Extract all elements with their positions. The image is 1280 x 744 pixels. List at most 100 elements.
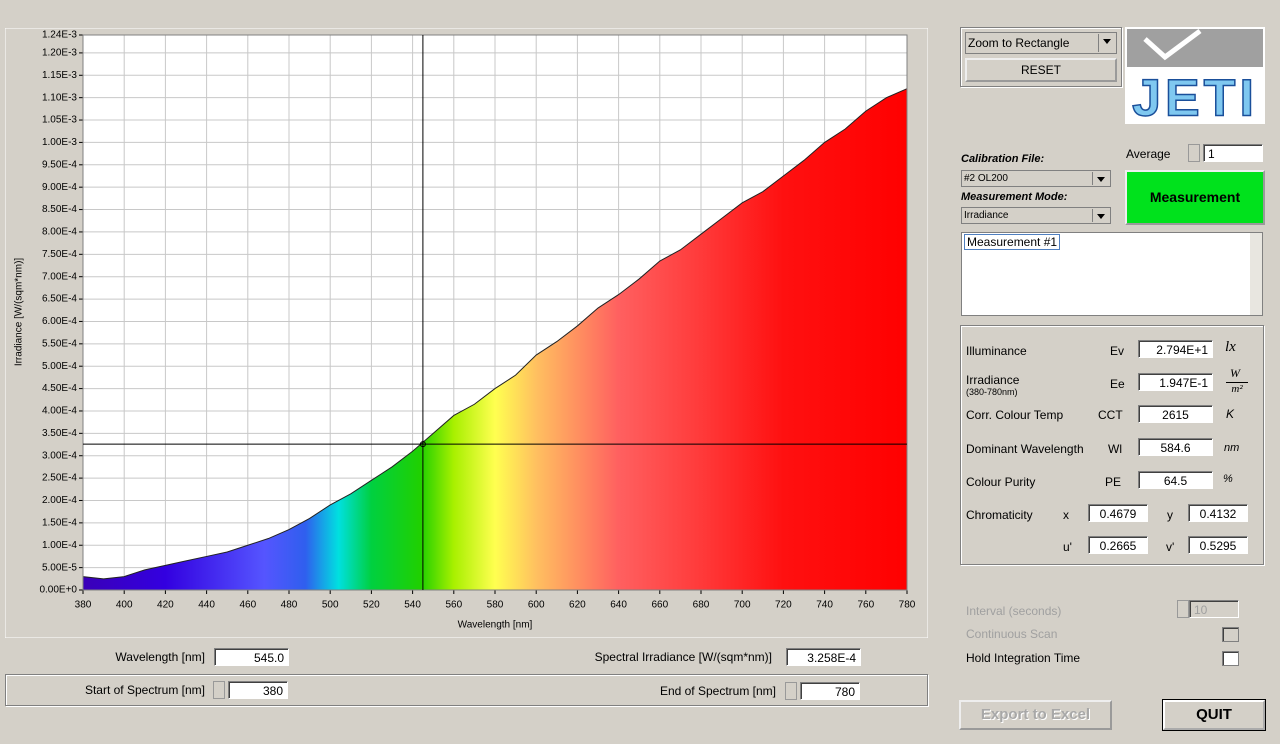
y-tick-label: 1.00E-4 [42,540,77,551]
y-tick-label: 1.20E-3 [42,48,77,59]
interval-label: Interval (seconds) [966,604,1062,618]
y-tick-label: 7.00E-4 [42,271,77,282]
calibration-dropdown[interactable]: #2 OL200 [961,170,1111,187]
x-tick-label: 740 [816,600,833,611]
y-tick-label: 1.10E-3 [42,92,77,103]
mode-label: Measurement Mode: [961,191,1068,203]
export-button[interactable]: Export to Excel [959,700,1112,730]
x-tick-label: 640 [610,600,627,611]
log-box[interactable]: Measurement #1 [961,232,1263,316]
result-sublabel: (380-780nm) [966,387,1018,397]
hold-checkbox[interactable] [1222,651,1239,666]
y-axis-label: Irradiance [W/(sqm*nm)] [14,258,25,367]
log-entry: Measurement #1 [964,234,1061,250]
logo-text: JETI [1132,70,1258,124]
y-tick-label: 2.00E-4 [42,495,77,506]
average-spinner[interactable] [1188,144,1200,162]
y-tick-label: 1.50E-4 [42,518,77,529]
y-tick-label: 0.00E+0 [39,585,77,596]
x-tick-label: 480 [281,600,298,611]
coord-field: 0.2665 [1088,536,1148,554]
result-label: Irradiance [966,373,1020,387]
x-tick-label: 580 [487,600,504,611]
irradiance-field[interactable]: 3.258E-4 [786,648,861,666]
result-unit: nm [1224,442,1240,454]
x-tick-label: 380 [75,600,92,611]
result-label: Corr. Colour Temp [966,408,1064,422]
coord-field: 0.4132 [1188,504,1248,522]
y-tick-label: 6.50E-4 [42,294,77,305]
coord-field: 0.5295 [1188,536,1248,554]
y-tick-label: 4.00E-4 [42,406,77,417]
result-label: Illuminance [966,344,1027,358]
y-tick-label: 9.50E-4 [42,159,77,170]
spectrum-area [83,88,907,590]
y-tick-label: 1.15E-3 [42,70,77,81]
y-tick-label: 3.00E-4 [42,450,77,461]
zoom-panel [960,27,1122,87]
result-symbol: Wl [1108,442,1122,456]
dropdown-arrow [1098,34,1115,52]
start-field[interactable]: 380 [228,681,288,699]
x-tick-label: 780 [899,600,916,611]
mode-dropdown[interactable]: Irradiance [961,207,1111,224]
x-tick-label: 680 [693,600,710,611]
plot-border [82,34,908,591]
result-symbol: Ee [1110,377,1125,391]
x-tick-label: 760 [857,600,874,611]
y-tick-label: 1.24E-3 [42,30,77,41]
result-label: Colour Purity [966,475,1036,489]
x-tick-label: 660 [651,600,668,611]
result-field: 584.6 [1138,438,1213,456]
reset-button[interactable]: RESET [965,58,1117,82]
result-unit: lx [1225,339,1236,355]
wavelength-field[interactable]: 545.0 [214,648,289,666]
x-tick-label: 720 [775,600,792,611]
logo: JETI [1125,27,1265,128]
interval-spinner [1177,600,1189,618]
y-tick-label: 3.50E-4 [42,428,77,439]
chart: Irradiance [W/(sqm*nm)] Wavelength [nm] … [5,28,928,638]
calibration-file: #2 OL200 [964,173,1008,184]
logo-graphic: JETI [1127,28,1263,128]
x-tick-label: 440 [198,600,215,611]
y-tick-label: 7.50E-4 [42,249,77,260]
zoom-dropdown[interactable]: Zoom to Rectangle [965,32,1117,54]
result-symbol: Ev [1110,344,1125,358]
results-panel [960,325,1264,565]
x-tick-label: 560 [445,600,462,611]
measurement-button[interactable]: Measurement [1125,170,1265,225]
y-tick-label: 8.00E-4 [42,227,77,238]
continuous-label: Continuous Scan [966,627,1058,641]
x-tick-label: 620 [569,600,586,611]
end-spinner[interactable] [785,682,797,700]
end-field[interactable]: 780 [800,682,860,700]
hold-label: Hold Integration Time [966,651,1081,665]
average-field[interactable]: 1 [1203,144,1263,162]
mode: Irradiance [964,210,1009,221]
irradiance-label: Spectral Irradiance [W/(sqm*nm)] [594,650,772,664]
y-tick-label: 8.50E-4 [42,204,77,215]
result-unit: W [1230,366,1240,380]
result-field: 1.947E-1 [1138,373,1213,391]
quit-button[interactable]: QUIT [1162,699,1266,731]
start-spinner[interactable] [213,681,225,699]
coord-field: 0.4679 [1088,504,1148,522]
continuous-checkbox[interactable] [1222,627,1239,642]
coord-label: u' [1063,540,1072,554]
x-tick-label: 600 [528,600,545,611]
coord-label: y [1167,508,1173,522]
x-tick-label: 500 [322,600,339,611]
x-axis-label: Wavelength [nm] [458,620,533,631]
result-unit: % [1223,473,1233,485]
x-tick-label: 700 [734,600,751,611]
calibration-label: Calibration File: [961,153,1045,165]
scrollbar[interactable] [1250,233,1262,315]
x-tick-label: 540 [404,600,421,611]
y-tick-label: 4.50E-4 [42,383,77,394]
result-label: Chromaticity [966,508,1033,522]
average-label: Average [1126,147,1171,161]
x-tick-label: 460 [239,600,256,611]
dropdown-arrow [1092,172,1109,185]
